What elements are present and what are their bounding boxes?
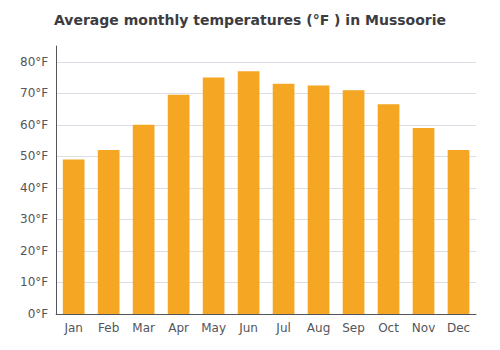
svg-text:Dec: Dec [447, 321, 470, 335]
svg-text:Sep: Sep [342, 321, 365, 335]
svg-text:Apr: Apr [168, 321, 189, 335]
svg-text:50°F: 50°F [20, 149, 48, 163]
svg-text:Mar: Mar [132, 321, 155, 335]
svg-text:Jul: Jul [275, 321, 290, 335]
svg-text:80°F: 80°F [20, 55, 48, 69]
svg-text:Feb: Feb [98, 321, 119, 335]
svg-text:70°F: 70°F [20, 86, 48, 100]
svg-text:Nov: Nov [412, 321, 435, 335]
svg-text:30°F: 30°F [20, 212, 48, 226]
svg-text:Aug: Aug [307, 321, 330, 335]
svg-text:Jan: Jan [63, 321, 83, 335]
svg-text:40°F: 40°F [20, 181, 48, 195]
svg-text:Oct: Oct [378, 321, 399, 335]
svg-text:20°F: 20°F [20, 244, 48, 258]
svg-text:Jun: Jun [238, 321, 258, 335]
svg-text:10°F: 10°F [20, 275, 48, 289]
svg-text:Average monthly temperatures (: Average monthly temperatures (°F ) in Mu… [54, 12, 446, 28]
svg-text:0°F: 0°F [28, 307, 49, 321]
svg-text:60°F: 60°F [20, 118, 48, 132]
svg-text:May: May [201, 321, 226, 335]
